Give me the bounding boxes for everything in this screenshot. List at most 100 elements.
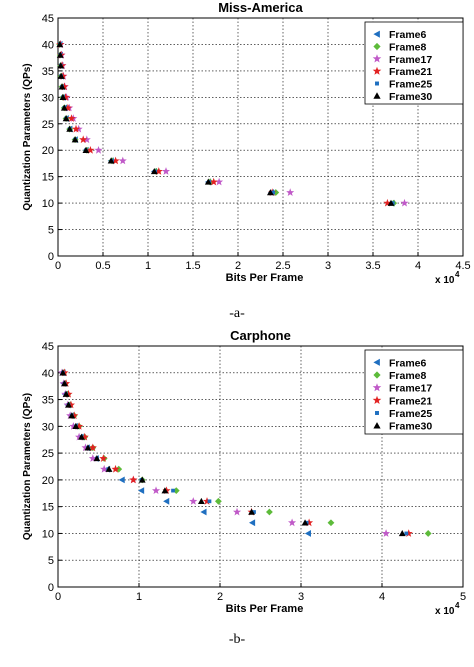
x-tick-label: 1 xyxy=(136,591,142,603)
legend-label: Frame8 xyxy=(389,42,427,54)
data-point xyxy=(57,62,65,69)
y-tick-label: 45 xyxy=(42,341,54,353)
data-point xyxy=(111,156,120,165)
data-point xyxy=(65,401,72,408)
data-point xyxy=(207,499,212,504)
legend-label: Frame25 xyxy=(389,79,432,91)
data-point xyxy=(105,465,113,472)
data-point xyxy=(71,136,79,143)
data-point xyxy=(56,41,64,48)
data-point xyxy=(129,475,138,484)
x-multiplier-label: x 10 xyxy=(435,275,455,286)
y-tick-label: 20 xyxy=(42,475,54,487)
data-point xyxy=(209,177,218,186)
data-point xyxy=(64,389,73,398)
data-point xyxy=(150,167,158,175)
legend-marker xyxy=(372,54,382,63)
data-point xyxy=(163,497,170,505)
x-tick-label: 4 xyxy=(379,591,385,603)
legend-label: Frame17 xyxy=(389,383,432,395)
data-point xyxy=(305,518,314,527)
y-axis-label: Quantization Parameters (QPs) xyxy=(22,63,33,210)
y-tick-label: 15 xyxy=(42,172,54,184)
data-point xyxy=(267,189,274,196)
data-point xyxy=(58,83,66,90)
series-Frame30 xyxy=(56,41,395,206)
data-point xyxy=(398,530,406,537)
data-point xyxy=(88,443,97,452)
legend-marker xyxy=(373,42,381,51)
data-point xyxy=(204,178,212,185)
data-point xyxy=(424,530,432,537)
legend-label: Frame21 xyxy=(389,395,432,407)
y-tick-label: 10 xyxy=(42,198,54,210)
data-point xyxy=(75,422,84,430)
legend-marker xyxy=(375,81,379,86)
data-point xyxy=(70,411,79,420)
y-tick-label: 45 xyxy=(42,13,54,25)
data-point xyxy=(404,529,413,537)
x-tick-label: 4.5 xyxy=(455,260,470,272)
x-tick-label: 0 xyxy=(55,260,61,272)
data-point xyxy=(387,199,395,206)
series-Frame21 xyxy=(56,40,392,207)
data-point xyxy=(62,390,70,397)
x-tick-label: 4 xyxy=(415,260,421,272)
data-point xyxy=(100,464,109,473)
data-point xyxy=(63,103,72,112)
data-point xyxy=(152,486,161,494)
y-tick-label: 0 xyxy=(48,251,54,263)
chart-title: Carphone xyxy=(230,328,291,343)
x-tick-label: 5 xyxy=(460,591,466,603)
data-point xyxy=(66,400,75,409)
data-point xyxy=(60,104,68,111)
data-point xyxy=(84,444,92,451)
y-tick-label: 35 xyxy=(42,66,54,78)
x-tick-label: 0.5 xyxy=(95,260,110,272)
series-Frame30 xyxy=(59,369,406,537)
data-point xyxy=(82,146,90,153)
data-point xyxy=(161,487,169,494)
data-point xyxy=(61,380,68,387)
axes-frame xyxy=(57,345,464,588)
y-tick-label: 5 xyxy=(48,555,54,567)
series-Frame17 xyxy=(56,40,409,207)
caption-b: -b- xyxy=(228,632,246,647)
data-point xyxy=(59,93,67,101)
y-tick-label: 40 xyxy=(42,368,54,380)
legend-label: Frame21 xyxy=(389,66,432,78)
x-tick-label: 1 xyxy=(145,260,151,272)
data-point xyxy=(197,497,205,505)
data-point xyxy=(288,518,297,527)
data-point xyxy=(69,422,78,430)
data-point xyxy=(214,497,222,505)
y-tick-label: 25 xyxy=(42,448,54,460)
chart-1: 0 0.5 1 1.5 2 2.5 3 3.5 4 4.5051015202530354045Mi… xyxy=(22,0,471,286)
data-point xyxy=(304,530,312,537)
data-point xyxy=(60,82,69,91)
data-point xyxy=(82,135,91,144)
legend-marker xyxy=(373,371,381,379)
data-point xyxy=(68,412,76,419)
data-point xyxy=(66,125,74,132)
data-point xyxy=(249,519,256,527)
data-point xyxy=(107,157,115,164)
legend-label: Frame8 xyxy=(389,370,427,382)
legend-marker xyxy=(372,66,382,75)
y-tick-label: 40 xyxy=(42,39,54,51)
legend-marker xyxy=(375,411,379,415)
axes-frame xyxy=(57,17,464,257)
data-point xyxy=(266,508,273,516)
legend-marker xyxy=(373,30,380,38)
chart-title: Miss-America xyxy=(218,0,303,15)
x-multiplier-exponent: 4 xyxy=(455,601,460,610)
data-point xyxy=(88,454,97,462)
legend-label: Frame25 xyxy=(389,408,432,420)
data-point xyxy=(383,198,392,207)
x-tick-label: 1.5 xyxy=(185,260,200,272)
data-point xyxy=(233,507,242,516)
data-point xyxy=(79,135,88,144)
data-point xyxy=(118,156,127,165)
